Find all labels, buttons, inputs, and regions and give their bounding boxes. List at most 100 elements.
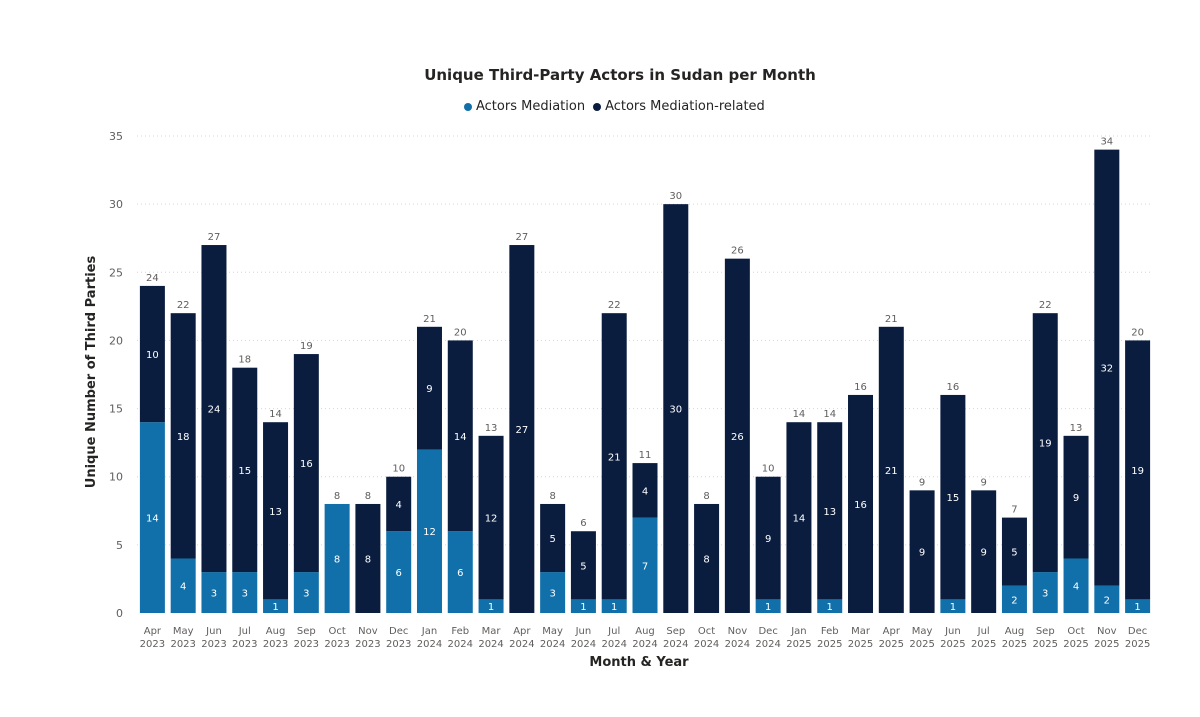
- x-tick-year: 2025: [1063, 639, 1088, 650]
- data-label-mediation-related: 10: [146, 350, 159, 361]
- data-label-mediation: 2: [1011, 595, 1017, 606]
- x-tick-year: 2024: [509, 639, 534, 650]
- data-label-mediation-related: 14: [454, 432, 467, 443]
- x-tick-month: Oct: [698, 626, 715, 637]
- bar-segment-mediation-related: [663, 204, 689, 613]
- data-label-mediation-related: 12: [485, 514, 498, 525]
- bar-segment-mediation-related: [447, 340, 473, 532]
- y-tick-label: 35: [109, 130, 123, 143]
- x-tick-year: 2025: [940, 639, 965, 650]
- x-tick-year: 2024: [571, 639, 596, 650]
- x-tick-year: 2025: [848, 639, 873, 650]
- x-tick-month: Nov: [728, 626, 748, 637]
- x-tick-month: Nov: [358, 626, 378, 637]
- data-label-mediation-related: 19: [1039, 439, 1052, 450]
- legend-dot-mediation: [464, 102, 472, 111]
- bar-segment-mediation-related: [570, 531, 596, 600]
- bar-segment-mediation-related: [1063, 435, 1089, 559]
- x-tick-year: 2024: [694, 639, 719, 650]
- data-label-mediation: 3: [211, 589, 217, 600]
- legend-item-mediation-related[interactable]: Actors Mediation-related: [593, 99, 765, 114]
- bar-segment-mediation-related: [416, 326, 442, 450]
- total-label: 13: [485, 423, 498, 434]
- data-label-mediation: 1: [272, 602, 278, 613]
- y-tick-label: 0: [116, 607, 123, 620]
- y-tick-label: 5: [116, 539, 123, 552]
- x-tick-month: Feb: [821, 626, 839, 637]
- data-label-mediation-related: 32: [1100, 364, 1113, 375]
- total-label: 22: [177, 300, 190, 311]
- y-axis-title: Unique Number of Third Parties: [84, 256, 99, 489]
- bar-segment-mediation: [540, 572, 566, 613]
- x-tick-month: Jun: [205, 626, 222, 637]
- data-label-mediation: 3: [242, 589, 248, 600]
- data-label-mediation: 1: [580, 602, 586, 613]
- bar-segment-mediation: [263, 599, 289, 613]
- data-label-mediation-related: 5: [580, 561, 586, 572]
- x-tick-month: May: [173, 626, 194, 637]
- x-tick-month: Apr: [883, 626, 901, 637]
- total-label: 6: [580, 518, 586, 529]
- chart-title: Unique Third-Party Actors in Sudan per M…: [424, 66, 816, 84]
- total-label: 24: [146, 273, 159, 284]
- bar-segment-mediation: [447, 531, 473, 613]
- data-label-mediation-related: 9: [426, 384, 432, 395]
- y-tick-label: 20: [109, 334, 123, 347]
- bar-segment-mediation: [232, 572, 258, 613]
- bar-segment-mediation-related: [817, 422, 843, 600]
- data-label-mediation: 1: [611, 602, 617, 613]
- x-tick-year: 2024: [417, 639, 442, 650]
- data-label-mediation-related: 4: [396, 500, 402, 511]
- data-label-mediation: 1: [488, 602, 494, 613]
- x-tick-month: May: [542, 626, 563, 637]
- total-label: 22: [608, 300, 621, 311]
- data-label-mediation-related: 5: [549, 534, 555, 545]
- bar-segment-mediation-related: [1125, 340, 1151, 600]
- x-tick-year: 2024: [632, 639, 657, 650]
- total-label: 22: [1039, 300, 1052, 311]
- bar-segment-mediation-related: [878, 326, 904, 613]
- x-tick-year: 2025: [817, 639, 842, 650]
- x-tick-month: Jan: [790, 626, 806, 637]
- x-tick-year: 2023: [170, 639, 195, 650]
- x-tick-year: 2025: [971, 639, 996, 650]
- bar-segment-mediation-related: [632, 463, 658, 518]
- x-tick-year: 2023: [324, 639, 349, 650]
- data-label-mediation-related: 9: [980, 548, 986, 559]
- bar-segment-mediation-related: [786, 422, 812, 613]
- bar-segment-mediation-related: [293, 354, 319, 573]
- bar-segment-mediation: [755, 599, 781, 613]
- data-label-mediation-related: 21: [885, 466, 898, 477]
- legend: Actors Mediation Actors Mediation-relate…: [464, 99, 773, 114]
- data-label-mediation-related: 15: [947, 493, 960, 504]
- data-label-mediation: 1: [950, 602, 956, 613]
- x-tick-month: Aug: [635, 626, 655, 637]
- legend-item-mediation[interactable]: Actors Mediation: [464, 99, 585, 114]
- data-label-mediation: 4: [180, 582, 186, 593]
- x-tick-month: Jan: [421, 626, 437, 637]
- bar-segment-mediation: [1001, 585, 1027, 613]
- total-label: 8: [334, 491, 340, 502]
- data-label-mediation-related: 30: [669, 405, 682, 416]
- x-tick-month: Sep: [666, 626, 685, 637]
- total-label: 16: [854, 382, 867, 393]
- bar-segment-mediation: [1094, 585, 1120, 613]
- total-label: 19: [300, 341, 313, 352]
- x-tick-month: Sep: [1036, 626, 1055, 637]
- x-tick-year: 2025: [1125, 639, 1150, 650]
- x-tick-year: 2025: [909, 639, 934, 650]
- x-tick-year: 2023: [201, 639, 226, 650]
- total-label: 20: [454, 327, 467, 338]
- data-label-mediation-related: 4: [642, 486, 648, 497]
- total-label: 11: [639, 450, 652, 461]
- total-label: 8: [549, 491, 555, 502]
- bar-segment-mediation-related: [170, 313, 196, 559]
- bar-segment-mediation: [1125, 599, 1151, 613]
- total-label: 14: [793, 409, 806, 420]
- total-label: 14: [823, 409, 836, 420]
- total-label: 13: [1070, 423, 1083, 434]
- bar-segment-mediation-related: [478, 435, 504, 600]
- x-tick-year: 2023: [263, 639, 288, 650]
- bar-segment-mediation: [817, 599, 843, 613]
- bar-segment-mediation-related: [1001, 517, 1027, 586]
